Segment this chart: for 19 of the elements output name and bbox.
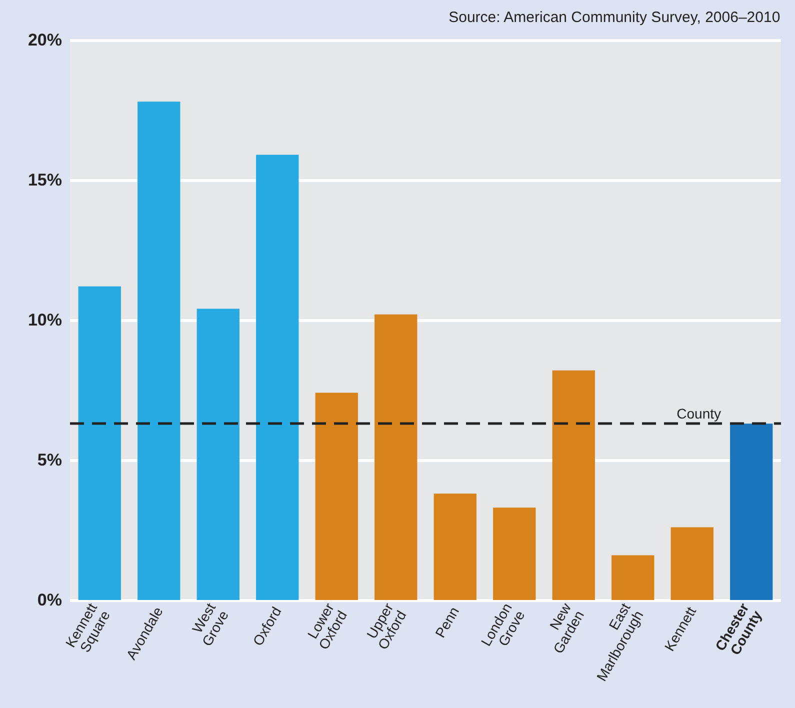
bar bbox=[196, 308, 240, 600]
y-tick-label: 5% bbox=[37, 450, 62, 470]
ref-line-label: County bbox=[676, 406, 721, 422]
bar bbox=[256, 154, 299, 600]
y-tick-label: 15% bbox=[28, 170, 62, 190]
bar bbox=[434, 494, 476, 600]
bar bbox=[493, 508, 536, 600]
bar bbox=[670, 527, 714, 600]
source-note: Source: American Community Survey, 2006–2010 bbox=[448, 9, 780, 26]
y-tick-label: 10% bbox=[28, 310, 62, 330]
bar bbox=[78, 286, 121, 600]
bar bbox=[138, 102, 180, 600]
bar bbox=[612, 555, 654, 600]
bar bbox=[730, 424, 773, 600]
y-tick-label: 20% bbox=[28, 30, 62, 50]
bar bbox=[552, 370, 595, 600]
bar bbox=[315, 392, 358, 600]
bar bbox=[374, 314, 418, 600]
y-tick-label: 0% bbox=[37, 590, 62, 610]
